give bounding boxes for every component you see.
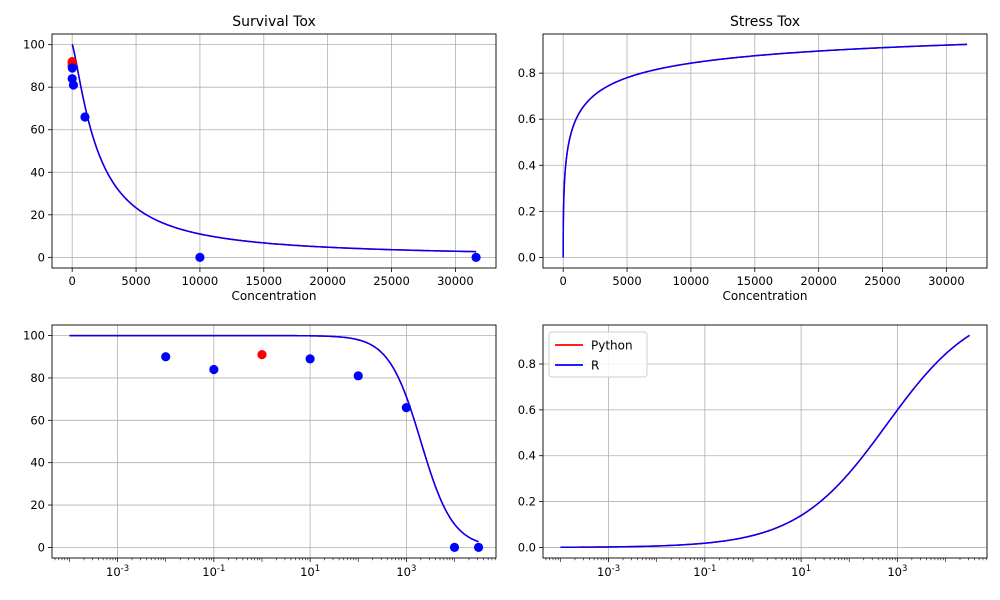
series-line-r [562, 43, 968, 258]
chart-title: Survival Tox [232, 14, 316, 30]
x-tick-label: 15000 [736, 274, 773, 288]
x-tick-label: 101 [791, 564, 811, 579]
y-tick-label: 0.0 [518, 250, 536, 264]
y-tick-label: 60 [30, 413, 45, 427]
x-tick-label: 0 [560, 274, 567, 288]
data-point [401, 403, 411, 413]
y-tick-label: 40 [30, 165, 45, 179]
data-point [449, 542, 460, 553]
y-tick-label: 20 [30, 498, 45, 512]
y-tick-label: 80 [30, 371, 45, 385]
series-line-r [69, 334, 479, 543]
series-line-r [71, 43, 477, 253]
x-tick-label: 0 [69, 274, 76, 288]
y-tick-label: 20 [30, 208, 45, 222]
x-tick-label: 5000 [612, 274, 641, 288]
chart-title: Stress Tox [730, 14, 800, 30]
data-point [209, 364, 219, 375]
x-tick-label: 103 [396, 564, 416, 579]
y-tick-label: 0.2 [518, 204, 536, 218]
x-tick-label: 10000 [673, 274, 710, 288]
x-tick-label: 101 [300, 564, 320, 579]
x-axis-label: Concentration [232, 289, 317, 303]
series-line-python [71, 43, 477, 253]
series-line-python [69, 334, 479, 543]
panel-stress_linear: 0 5000 10000 15000 20000 25000 30000 0.0 0.2 0.4 0… [518, 14, 988, 303]
legend: Python R [548, 331, 648, 378]
y-tick-label: 0.6 [518, 112, 536, 126]
x-axis-label: Concentration [723, 289, 808, 303]
data-point [305, 354, 315, 364]
y-tick-label: 0.4 [518, 449, 536, 463]
y-tick-label: 40 [30, 456, 45, 470]
data-point [195, 252, 205, 262]
data-point [353, 371, 363, 381]
x-tick-label: 103 [887, 564, 907, 579]
legend-label-python: Python [591, 339, 633, 353]
y-tick-label: 0.8 [518, 357, 536, 371]
data-point [471, 252, 481, 262]
y-tick-label: 0.2 [518, 495, 536, 509]
x-tick-label: 30000 [928, 274, 965, 288]
data-point [473, 542, 484, 553]
panel-stress_log: 10-3 10-1 101 103 0.0 0.2 0.4 0.6 0.8 Python R [518, 324, 988, 579]
x-tick-label: 10000 [182, 274, 219, 288]
series-line-r [560, 334, 970, 549]
x-tick-label: 20000 [800, 274, 837, 288]
y-tick-label: 0.4 [518, 158, 536, 172]
x-tick-label: 25000 [373, 274, 410, 288]
y-tick-label: 100 [23, 38, 45, 52]
x-tick-label: 10-1 [202, 564, 225, 579]
y-tick-label: 100 [23, 329, 45, 343]
x-tick-label: 20000 [309, 274, 346, 288]
axes-frame [51, 324, 497, 559]
data-point [80, 112, 90, 122]
x-tick-label: 30000 [437, 274, 474, 288]
y-tick-label: 0.8 [518, 66, 536, 80]
data-point [68, 80, 79, 90]
panel-survival_linear: 0 5000 10000 15000 20000 25000 30000 0 20 40 60 80 1… [23, 14, 497, 303]
axes-frame [542, 324, 988, 559]
y-tick-label: 0 [38, 540, 45, 554]
y-tick-label: 0.6 [518, 403, 536, 417]
y-tick-label: 0 [38, 250, 45, 264]
x-tick-label: 10-3 [106, 564, 129, 579]
y-tick-label: 0.0 [518, 540, 536, 554]
data-point [67, 63, 77, 73]
x-tick-label: 15000 [245, 274, 282, 288]
y-tick-label: 60 [30, 123, 45, 137]
x-tick-label: 10-1 [693, 564, 716, 579]
data-point [257, 350, 267, 360]
legend-label-r: R [591, 359, 599, 373]
x-tick-label: 10-3 [597, 564, 620, 579]
axes-frame [51, 33, 497, 269]
x-tick-label: 25000 [864, 274, 901, 288]
data-point [161, 352, 171, 362]
series-line-python [562, 43, 968, 258]
panel-survival_log: 10-3 10-1 101 103 0 20 40 60 80 100 [23, 324, 497, 579]
axes-frame [542, 33, 988, 269]
y-tick-label: 80 [30, 80, 45, 94]
x-tick-label: 5000 [121, 274, 150, 288]
